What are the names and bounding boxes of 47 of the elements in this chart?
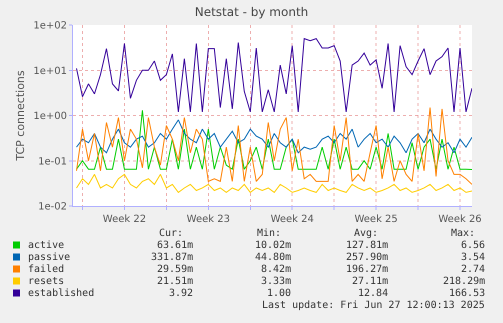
- legend-label: passive: [28, 252, 70, 263]
- line-series: [76, 174, 472, 193]
- text: 127.81m: [346, 240, 388, 251]
- y-tick-label: 1e+02: [33, 20, 67, 32]
- text: 63.61m: [157, 240, 194, 251]
- text: 1.00: [267, 288, 292, 299]
- text: Min:: [257, 228, 282, 239]
- legend-label: resets: [28, 276, 64, 287]
- text: 12.84: [358, 288, 388, 299]
- text: 10.02m: [255, 240, 292, 251]
- text: 6.56: [461, 240, 486, 251]
- text: 3.92: [169, 288, 194, 299]
- text: 27.11m: [352, 276, 388, 287]
- x-tick-label: Week 25: [354, 214, 398, 225]
- legend-label: active: [28, 240, 64, 251]
- text: Max:: [451, 228, 476, 239]
- text: 44.80m: [255, 252, 292, 263]
- legend-label: established: [28, 288, 94, 299]
- text: Cur:: [159, 228, 184, 239]
- text: 257.90m: [346, 252, 388, 263]
- line-series: [76, 38, 472, 112]
- y-tick-label: 1e-01: [38, 156, 67, 168]
- text: 29.59m: [157, 264, 194, 275]
- line-series: [76, 119, 472, 154]
- text: 3.54: [461, 252, 486, 263]
- text: 2.74: [461, 264, 486, 275]
- text: Avg:: [354, 228, 378, 239]
- x-tick-label: Week 26: [438, 214, 482, 225]
- text: 21.51m: [157, 276, 194, 287]
- legend-label: failed: [28, 264, 64, 275]
- y-tick-label: 1e-02: [38, 202, 67, 212]
- text: 331.87m: [151, 252, 194, 263]
- text: 166.53: [449, 288, 486, 299]
- text: 8.42m: [261, 264, 292, 275]
- text: Last update: Fri Jun 27 12:00:13 2025: [262, 300, 485, 311]
- text: 218.29m: [443, 276, 486, 287]
- x-tick-label: Week 22: [102, 214, 146, 225]
- text: 3.33m: [261, 276, 292, 287]
- chart-title: Netstat - by month: [194, 5, 308, 20]
- line-series: [76, 110, 472, 170]
- line-series: [76, 107, 472, 185]
- y-axis-title: TCP connections: [14, 70, 28, 162]
- x-tick-label: Week 24: [270, 214, 314, 225]
- x-tick-label: Week 23: [186, 214, 230, 225]
- y-tick-label: 1e+00: [33, 111, 67, 122]
- y-tick-label: 1e+01: [33, 66, 67, 77]
- text: 196.27m: [346, 264, 388, 275]
